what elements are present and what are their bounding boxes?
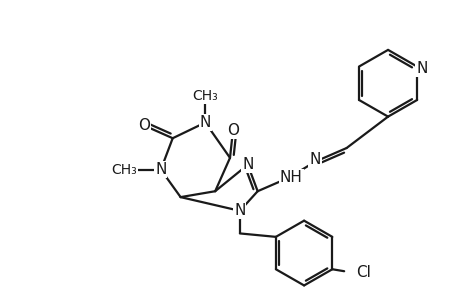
Text: N: N xyxy=(241,157,253,172)
Text: N: N xyxy=(199,115,211,130)
Text: N: N xyxy=(308,152,320,167)
Text: N: N xyxy=(234,203,245,218)
Text: N: N xyxy=(415,61,427,76)
Text: O: O xyxy=(138,118,150,133)
Text: N: N xyxy=(155,162,166,177)
Text: CH₃: CH₃ xyxy=(192,89,218,103)
Text: CH₃: CH₃ xyxy=(111,163,137,177)
Text: O: O xyxy=(226,123,238,138)
Text: NH: NH xyxy=(279,170,302,185)
Text: Cl: Cl xyxy=(356,265,370,280)
